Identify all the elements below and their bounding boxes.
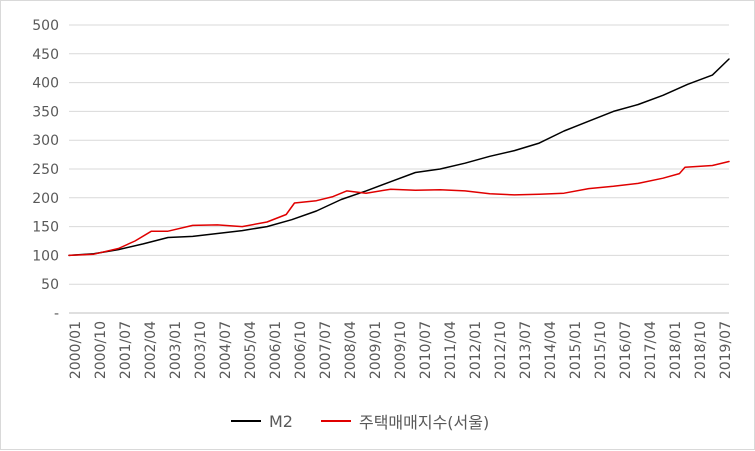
x-tick-label: 2015/10 (593, 321, 609, 379)
y-tick-label: 250 (32, 162, 59, 178)
legend-swatch-m2 (231, 420, 261, 422)
x-tick-label: 2010/07 (418, 321, 434, 379)
x-tick-label: 2006/10 (293, 321, 309, 379)
y-tick-label: 50 (41, 277, 59, 293)
legend: M2 주택매매지수(서울) (231, 409, 551, 433)
x-tick-label: 2012/10 (493, 321, 509, 379)
y-tick-label: 100 (32, 248, 59, 264)
y-tick-label: - (54, 306, 59, 322)
y-tick-label: 300 (32, 133, 59, 149)
x-tick-label: 2019/07 (718, 321, 734, 379)
gridlines (69, 24, 729, 285)
x-tick-label: 2011/04 (443, 321, 459, 379)
x-tick-label: 2009/10 (393, 321, 409, 379)
x-tick-label: 2015/01 (568, 321, 584, 379)
x-tick-label: 2016/07 (618, 321, 634, 379)
x-tick-label: 2008/04 (343, 321, 359, 379)
x-tick-label: 2014/04 (543, 321, 559, 379)
x-tick-label: 2017/04 (643, 321, 659, 379)
series-line-housing-index (68, 160, 730, 257)
y-tick-label: 350 (32, 104, 59, 120)
y-tick-label: 200 (32, 191, 59, 207)
y-tick-label: 500 (32, 18, 59, 34)
x-tick-label: 2018/01 (668, 321, 684, 379)
x-tick-label: 2002/04 (143, 321, 159, 379)
series-line-m2 (68, 58, 730, 257)
x-tick-label: 2000/10 (93, 321, 109, 379)
legend-item-housing: 주택매매지수(서울) (320, 409, 490, 433)
y-tick-label: 400 (32, 76, 59, 92)
x-tick-label: 2001/07 (118, 321, 134, 379)
x-tick-label: 2012/01 (468, 321, 484, 379)
x-tick-label: 2005/04 (243, 321, 259, 379)
x-axis: 2000/01 2000/10 2001/07 2002/04 2003/01 2003/… (68, 312, 734, 379)
x-tick-label: 2003/01 (168, 321, 184, 379)
legend-label-housing: 주택매매지수(서울) (358, 413, 490, 432)
y-tick-label: 450 (32, 47, 59, 63)
y-tick-label: 150 (32, 220, 59, 236)
legend-swatch-housing (320, 420, 351, 422)
x-tick-label: 2004/07 (218, 321, 234, 379)
x-tick-label: 2003/10 (193, 321, 209, 379)
legend-item-m2: M2 (231, 412, 293, 431)
y-axis: - 50 100 150 200 250 300 350 400 450 500 (32, 18, 59, 322)
x-tick-label: 2007/07 (318, 321, 334, 379)
x-tick-label: 2013/07 (518, 321, 534, 379)
x-tick-label: 2009/01 (368, 321, 384, 379)
x-tick-label: 2006/01 (268, 321, 284, 379)
x-tick-label: 2000/01 (68, 321, 84, 379)
legend-label-m2: M2 (269, 411, 293, 431)
x-tick-label: 2018/10 (693, 321, 709, 379)
